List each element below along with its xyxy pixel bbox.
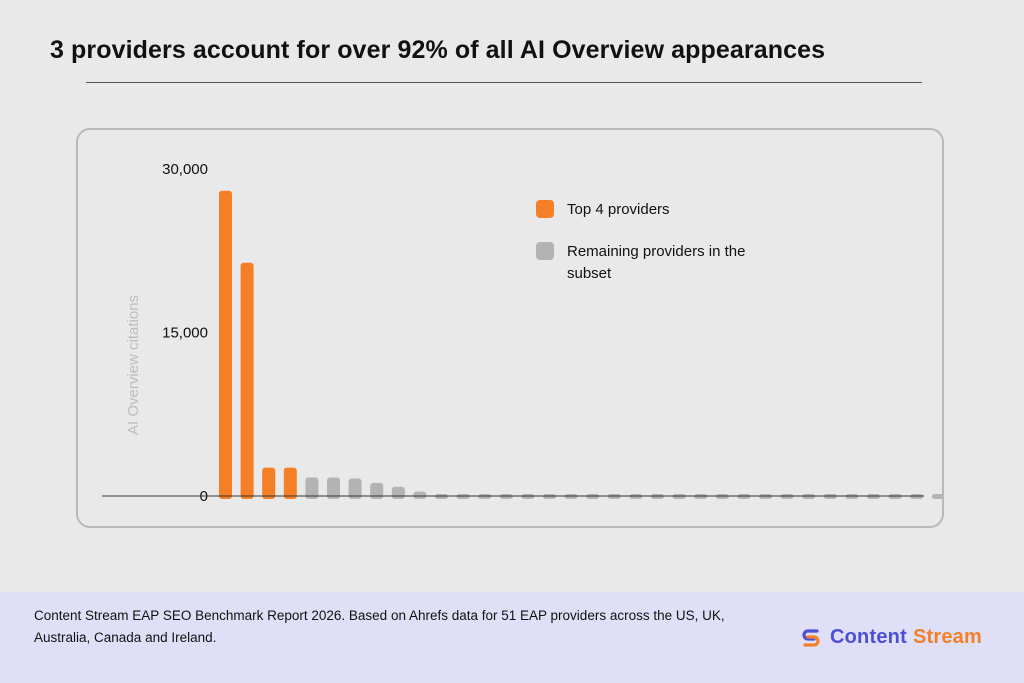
bar [283,467,297,499]
bar [391,486,405,499]
legend-swatch [536,242,554,260]
legend-label: Top 4 providers [567,201,670,218]
y-tick-label: 15,000 [162,325,208,342]
page-title: 3 providers account for over 92% of all … [50,36,826,64]
brand-word-content: Content [830,626,907,648]
y-tick-label: 30,000 [162,161,208,178]
bar [305,477,319,499]
brand-word-stream: Stream [912,626,982,648]
brand-name: Content Stream [830,626,982,649]
bar [327,477,340,499]
bar [219,190,232,500]
source-note: Content Stream EAP SEO Benchmark Report … [34,608,725,645]
bar [931,494,942,499]
bar [348,478,362,499]
bar [370,482,384,499]
footer: Content Stream EAP SEO Benchmark Report … [0,592,1024,683]
bar-series [219,190,942,500]
title-divider [86,82,922,83]
chart-legend: Top 4 providers Remaining providers in th… [536,200,745,282]
bar [240,262,254,499]
bar [262,467,276,499]
legend-label: Remaining providers in the subset [567,243,745,282]
chart-card: AI Overview citations 0 15,000 30,000 Top … [76,128,944,528]
y-axis-label: AI Overview citations [125,295,142,435]
bar [413,491,427,499]
brand-logo: Content Stream [800,626,982,649]
content-stream-logo-icon [802,628,820,647]
legend-swatch [536,200,554,218]
